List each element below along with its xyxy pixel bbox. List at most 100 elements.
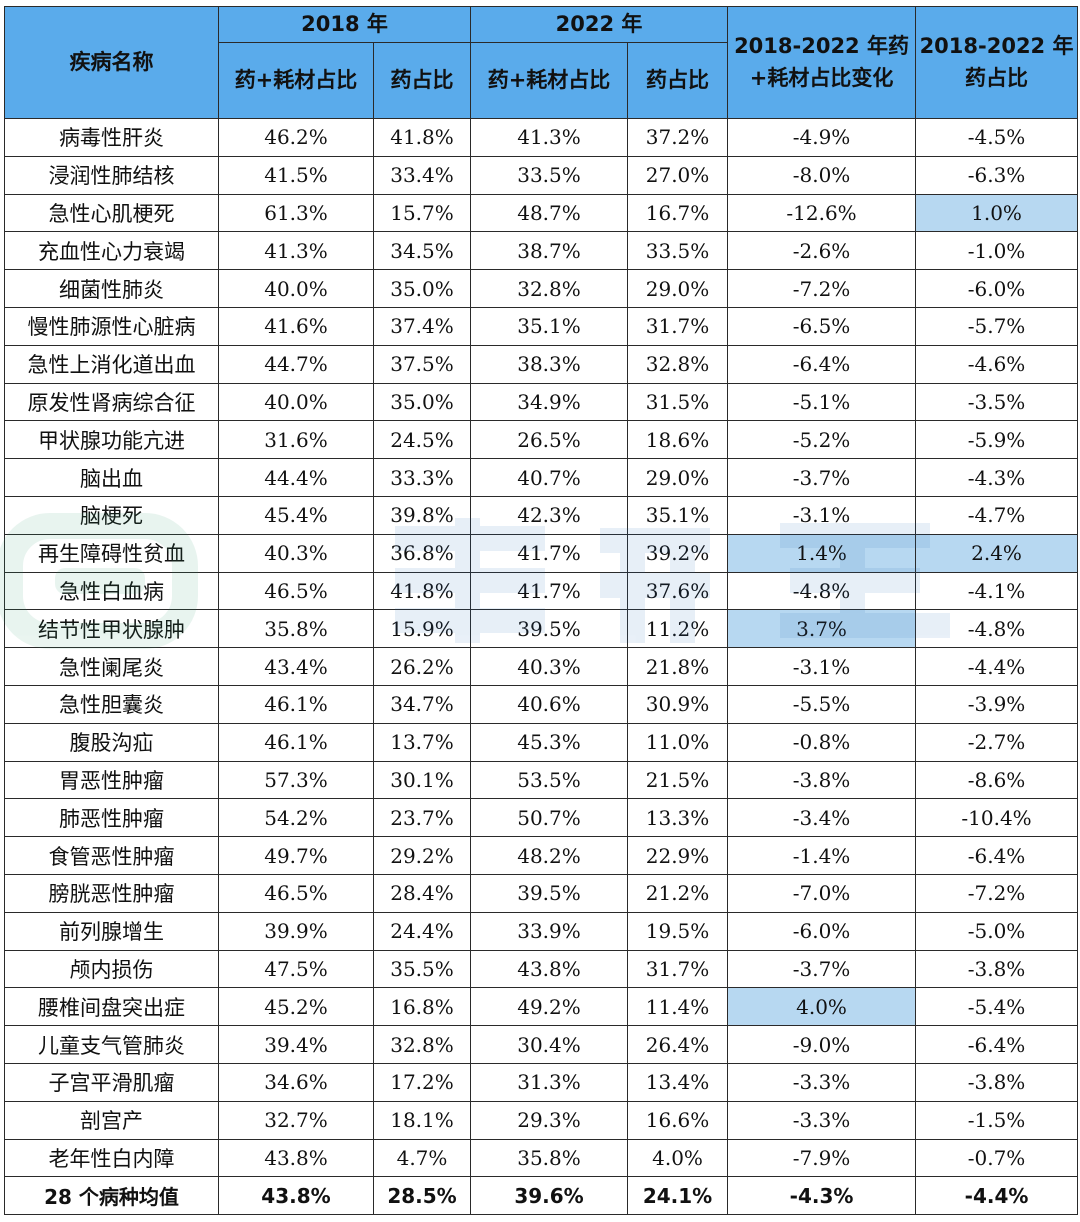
- cell-change-drug: -4.3%: [915, 458, 1079, 497]
- table-row: 肺恶性肿瘤 54.2% 23.7% 50.7% 13.3% -3.4% -10.4%: [4, 798, 1079, 838]
- cell-2018-drug-material: 46.1%: [218, 722, 374, 762]
- cell-2022-drug-material: 39.5%: [470, 609, 629, 649]
- cell-2018-drug-material: 61.3%: [218, 193, 374, 233]
- cell-2018-drug: 34.5%: [372, 231, 472, 271]
- cell-change-drug-material: -6.5%: [727, 306, 917, 346]
- cell-2018-drug: 16.8%: [372, 987, 472, 1027]
- table-row: 前列腺增生 39.9% 24.4% 33.9% 19.5% -6.0% -5.0%: [4, 911, 1079, 951]
- cell-2018-drug-material: 46.2%: [218, 118, 374, 157]
- cell-2022-drug-material: 40.7%: [470, 458, 629, 497]
- cell-change-drug-material: -6.0%: [727, 911, 917, 951]
- cell-2022-drug-material: 40.3%: [470, 647, 629, 686]
- table-row: 脑梗死 45.4% 39.8% 42.3% 35.1% -3.1% -4.7%: [4, 495, 1079, 535]
- cell-2022-drug: 22.9%: [627, 836, 729, 875]
- cell-disease-name: 充血性心力衰竭: [4, 231, 219, 271]
- cell-2018-drug-material: 46.5%: [218, 873, 374, 913]
- cell-2018-drug: 33.3%: [372, 458, 472, 497]
- cell-change-drug-material: -7.9%: [727, 1138, 917, 1178]
- cell-change-drug: -6.4%: [915, 836, 1079, 875]
- cell-2018-drug-material: 47.5%: [218, 949, 374, 989]
- cell-2018-drug: 41.8%: [372, 118, 472, 157]
- cell-2018-drug-material: 35.8%: [218, 609, 374, 649]
- cell-disease-name: 再生障碍性贫血: [4, 533, 219, 573]
- cell-2018-drug: 28.4%: [372, 873, 472, 913]
- cell-disease-name: 急性胆囊炎: [4, 684, 219, 724]
- cell-2022-drug-material: 42.3%: [470, 495, 629, 535]
- cell-2022-drug-material: 43.8%: [470, 949, 629, 989]
- cell-change-drug: -3.9%: [915, 684, 1079, 724]
- cell-2018-drug-material: 43.8%: [218, 1138, 374, 1178]
- header-year-2018: 2018 年: [217, 6, 472, 43]
- cell-change-drug: -5.9%: [915, 420, 1079, 460]
- cell-2022-drug-material: 31.3%: [470, 1062, 629, 1102]
- cell-2022-drug-material: 50.7%: [470, 798, 629, 838]
- cell-change-drug-material: -2.6%: [727, 231, 917, 271]
- cell-change-drug-material: -4.8%: [727, 571, 917, 611]
- table-row: 结节性甲状腺肿 35.8% 15.9% 39.5% 11.2% 3.7% -4.8%: [4, 609, 1079, 649]
- cell-disease-name: 脑梗死: [4, 495, 219, 535]
- table-row: 细菌性肺炎 40.0% 35.0% 32.8% 29.0% -7.2% -6.0%: [4, 269, 1079, 308]
- cell-2022-drug-material: 32.8%: [470, 269, 629, 308]
- cell-2018-drug-material: 41.5%: [218, 155, 374, 195]
- cell-change-drug: -6.3%: [915, 155, 1079, 195]
- cell-disease-name: 甲状腺功能亢进: [4, 420, 219, 460]
- cell-change-drug: -3.8%: [915, 949, 1079, 989]
- cell-change-drug: -3.8%: [915, 1062, 1079, 1102]
- cell-2022-drug-material: 35.1%: [470, 306, 629, 346]
- average-cell-2022-drug-material: 39.6%: [470, 1176, 629, 1216]
- cell-change-drug: -8.6%: [915, 760, 1079, 800]
- cell-disease-name: 腰椎间盘突出症: [4, 987, 219, 1027]
- cell-2018-drug-material: 44.7%: [218, 344, 374, 384]
- cell-2022-drug-material: 26.5%: [470, 420, 629, 460]
- cell-2018-drug: 24.4%: [372, 911, 472, 951]
- cell-2018-drug-material: 31.6%: [218, 420, 374, 460]
- cell-2022-drug-material: 40.6%: [470, 684, 629, 724]
- cell-2018-drug-material: 57.3%: [218, 760, 374, 800]
- cell-2022-drug: 30.9%: [627, 684, 729, 724]
- cell-2022-drug: 32.8%: [627, 344, 729, 384]
- cell-2018-drug: 35.5%: [372, 949, 472, 989]
- table-row: 儿童支气管肺炎 39.4% 32.8% 30.4% 26.4% -9.0% -6.4%: [4, 1025, 1079, 1064]
- cell-2018-drug: 37.5%: [372, 344, 472, 384]
- cell-2018-drug-material: 40.3%: [218, 533, 374, 573]
- cell-change-drug: -5.0%: [915, 911, 1079, 951]
- cell-2018-drug-material: 41.6%: [218, 306, 374, 346]
- cell-change-drug: -10.4%: [915, 798, 1079, 838]
- table-row: 颅内损伤 47.5% 35.5% 43.8% 31.7% -3.7% -3.8%: [4, 949, 1079, 989]
- cell-2022-drug-material: 53.5%: [470, 760, 629, 800]
- cell-disease-name: 前列腺增生: [4, 911, 219, 951]
- cell-2018-drug: 34.7%: [372, 684, 472, 724]
- cell-2022-drug-material: 45.3%: [470, 722, 629, 762]
- table-row: 食管恶性肿瘤 49.7% 29.2% 48.2% 22.9% -1.4% -6.4%: [4, 836, 1079, 875]
- cell-2022-drug: 31.7%: [627, 306, 729, 346]
- table-row: 充血性心力衰竭 41.3% 34.5% 38.7% 33.5% -2.6% -1.0%: [4, 231, 1079, 271]
- cell-change-drug-material: -3.7%: [727, 458, 917, 497]
- cell-2018-drug: 36.8%: [372, 533, 472, 573]
- cell-2022-drug-material: 41.3%: [470, 118, 629, 157]
- cell-2018-drug-material: 49.7%: [218, 836, 374, 875]
- cell-disease-name: 急性心肌梗死: [4, 193, 219, 233]
- cell-2022-drug: 37.6%: [627, 571, 729, 611]
- cell-2022-drug-material: 33.9%: [470, 911, 629, 951]
- cell-disease-name: 原发性肾病综合征: [4, 382, 219, 422]
- cell-2018-drug: 30.1%: [372, 760, 472, 800]
- table-row: 膀胱恶性肿瘤 46.5% 28.4% 39.5% 21.2% -7.0% -7.2%: [4, 873, 1079, 913]
- cell-2018-drug-material: 46.1%: [218, 684, 374, 724]
- cell-change-drug-material: -0.8%: [727, 722, 917, 762]
- cell-change-drug: -5.4%: [915, 987, 1079, 1027]
- cell-2022-drug-material: 39.5%: [470, 873, 629, 913]
- table-row: 胃恶性肿瘤 57.3% 30.1% 53.5% 21.5% -3.8% -8.6%: [4, 760, 1079, 800]
- table-wrapper: 疾病名称 2018 年 2022 年 2018-2022 年药+耗材占比变化 2…: [4, 6, 1079, 1216]
- cell-change-drug-material: -3.3%: [727, 1100, 917, 1140]
- cell-change-drug-material: -8.0%: [727, 155, 917, 195]
- cell-2018-drug-material: 40.0%: [218, 269, 374, 308]
- table-row: 慢性肺源性心脏病 41.6% 37.4% 35.1% 31.7% -6.5% -5.7%: [4, 306, 1079, 346]
- average-cell-disease-name: 28 个病种均值: [4, 1176, 219, 1216]
- disease-cost-table: 疾病名称 2018 年 2022 年 2018-2022 年药+耗材占比变化 2…: [4, 6, 1079, 1216]
- table-row: 子宫平滑肌瘤 34.6% 17.2% 31.3% 13.4% -3.3% -3.8%: [4, 1062, 1079, 1102]
- cell-disease-name: 急性上消化道出血: [4, 344, 219, 384]
- cell-2022-drug: 29.0%: [627, 269, 729, 308]
- cell-change-drug-material: -3.4%: [727, 798, 917, 838]
- cell-change-drug: -6.0%: [915, 269, 1079, 308]
- header-change-drug: 2018-2022 年药占比: [915, 6, 1079, 119]
